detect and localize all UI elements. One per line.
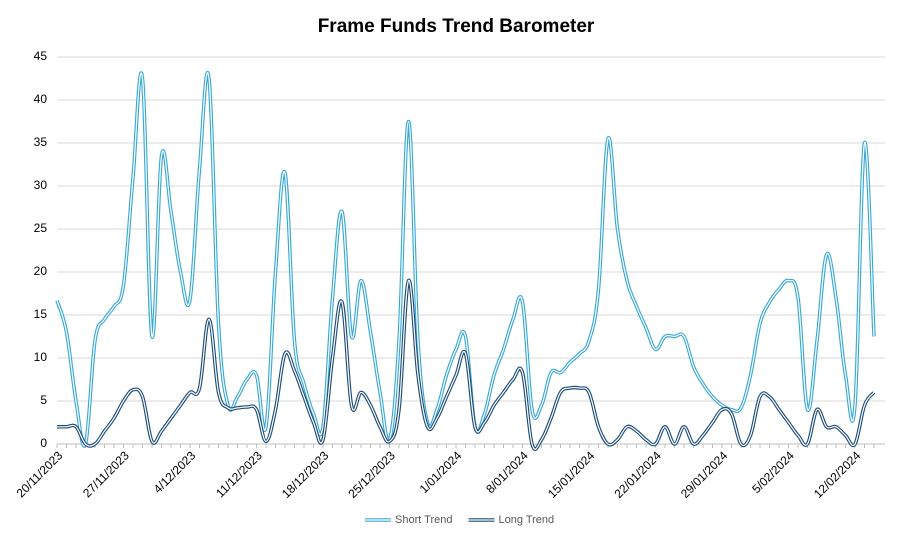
y-tick-label: 40 — [34, 92, 48, 106]
series-line — [55, 70, 876, 448]
chart-title: Frame Funds Trend Barometer — [318, 16, 595, 37]
y-tick-label: 20 — [34, 264, 48, 278]
y-tick-label: 30 — [34, 178, 48, 192]
x-tick-label: 12/02/2024 — [811, 448, 864, 501]
y-tick-label: 45 — [34, 49, 48, 63]
y-tick-label: 5 — [40, 393, 47, 407]
x-tick-label: 15/01/2024 — [545, 448, 598, 501]
x-tick-label: 27/11/2023 — [80, 448, 132, 500]
x-tick-label: 1/01/2024 — [417, 448, 465, 496]
series-line-inner — [56, 72, 875, 447]
legend-label: Short Trend — [395, 514, 452, 526]
y-tick-label: 15 — [34, 307, 48, 321]
y-tick-label: 0 — [40, 436, 47, 450]
y-tick-label: 10 — [34, 350, 48, 364]
x-tick-label: 20/11/2023 — [14, 448, 66, 500]
y-tick-label: 35 — [34, 135, 48, 149]
x-tick-label: 25/12/2023 — [345, 448, 398, 501]
x-tick-label: 29/01/2024 — [678, 448, 731, 501]
x-tick-label: 11/12/2023 — [213, 448, 265, 500]
x-tick-label: 8/01/2024 — [483, 448, 531, 496]
y-tick-label: 25 — [34, 221, 48, 235]
series-line-inner — [57, 279, 875, 450]
x-tick-label: 22/01/2024 — [611, 448, 664, 501]
x-tick-label: 18/12/2023 — [279, 448, 332, 501]
legend-label: Long Trend — [498, 514, 554, 526]
x-tick-label: 5/02/2024 — [749, 448, 797, 496]
x-tick-label: 4/12/2023 — [151, 448, 199, 496]
